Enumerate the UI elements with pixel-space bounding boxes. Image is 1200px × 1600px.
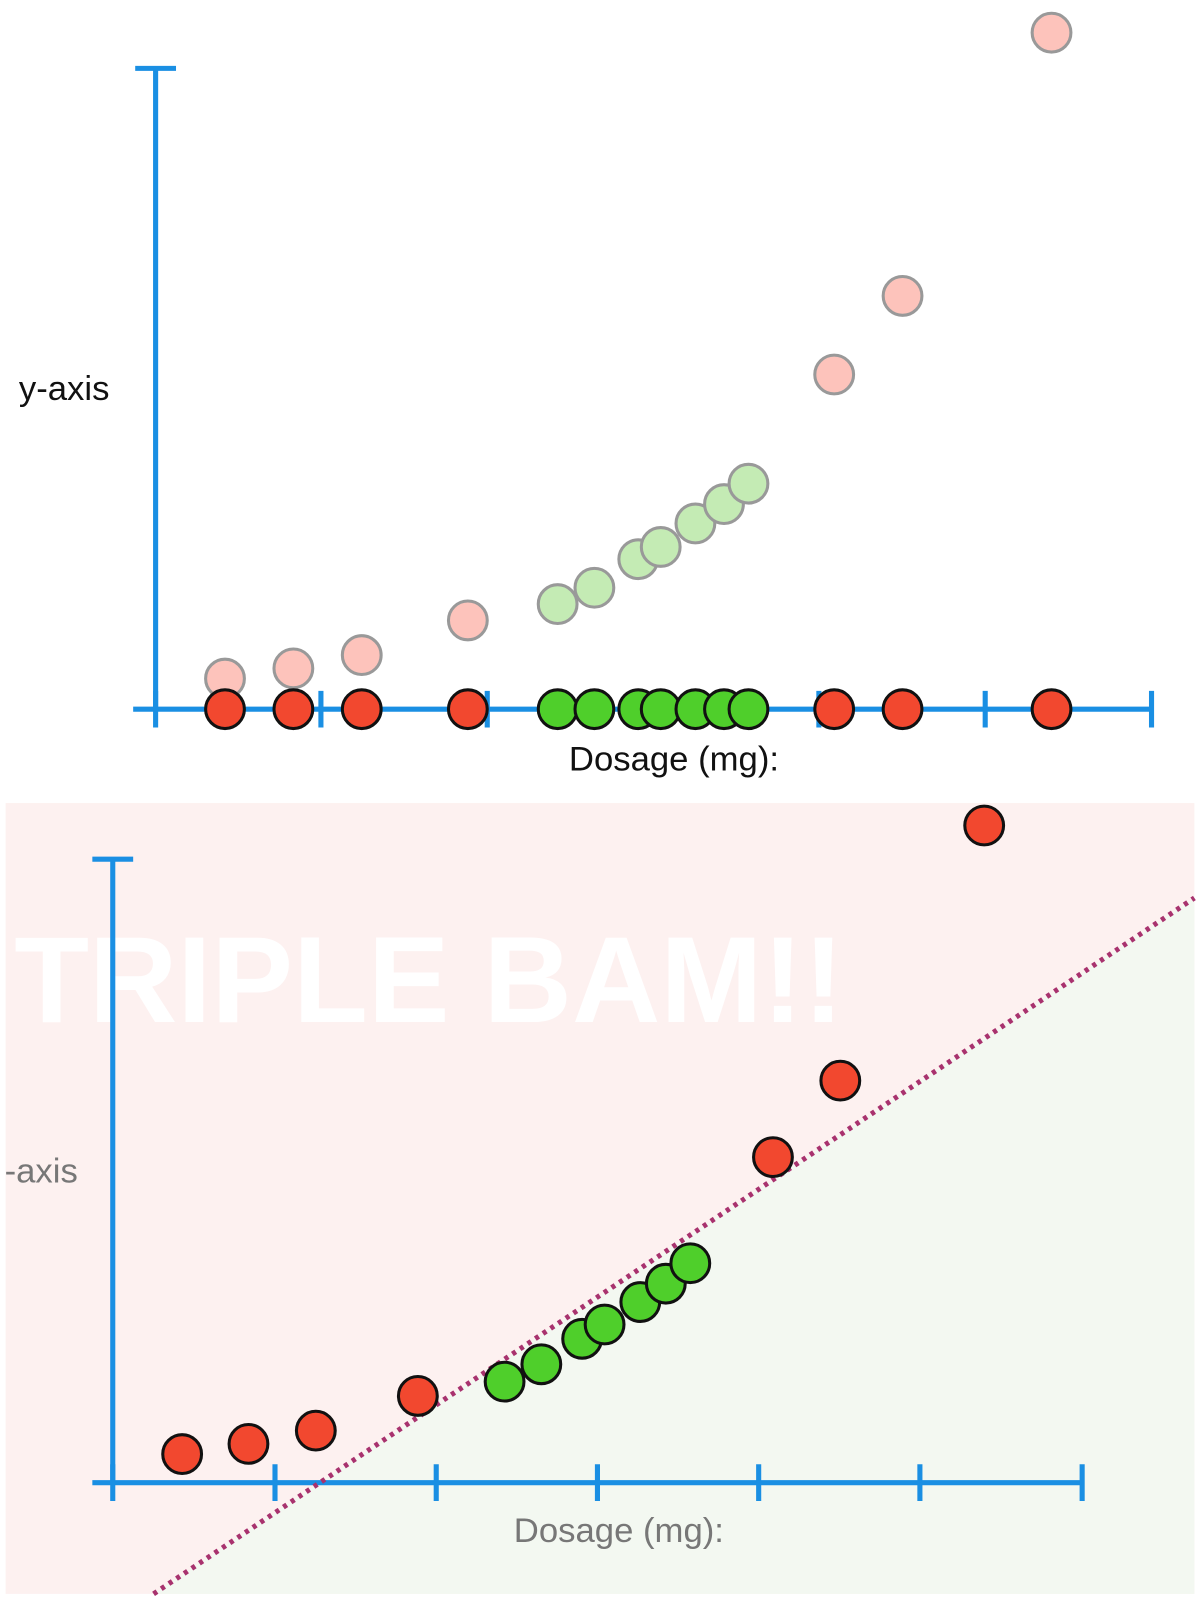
point [881,688,924,731]
point [446,688,489,731]
point [963,804,1006,847]
point [483,1360,526,1403]
point [536,583,579,625]
y-axis [135,65,177,710]
point [536,688,579,731]
point [340,688,383,731]
point [272,688,315,731]
point [583,1303,626,1346]
bottom-panel: TRIPLE BAM!! -axis Dosage (mg): [5,803,1196,1596]
point [294,1409,337,1452]
point [727,462,770,505]
point [204,688,246,731]
point [1030,688,1073,731]
y-axis [92,856,134,1483]
point [639,526,682,568]
point [161,1433,204,1475]
point [727,688,770,731]
point [340,634,383,677]
point [881,275,924,317]
point [396,1375,439,1417]
point [813,353,856,396]
point [674,502,717,545]
point [520,1343,563,1386]
point [446,599,489,642]
top-panel: y-axis Dosage (mg): [19,11,1155,778]
y-axis-label: y-axis [19,370,110,408]
point [272,647,315,690]
point [1030,11,1073,54]
x-axis-label: Dosage (mg): [514,1512,724,1550]
point [752,1136,794,1179]
y-axis-label: -axis [5,1153,78,1191]
decision-boundary [152,895,1196,1596]
point [227,1422,270,1465]
point [639,688,682,731]
point [669,1242,712,1285]
x-axis-label: Dosage (mg): [569,740,779,778]
x-axis [92,1464,1085,1502]
point [819,1059,862,1102]
point [813,688,856,731]
points [204,11,1073,731]
point [573,688,616,731]
point [573,566,616,609]
points [161,804,1006,1475]
watermark: TRIPLE BAM!! [14,911,844,1048]
